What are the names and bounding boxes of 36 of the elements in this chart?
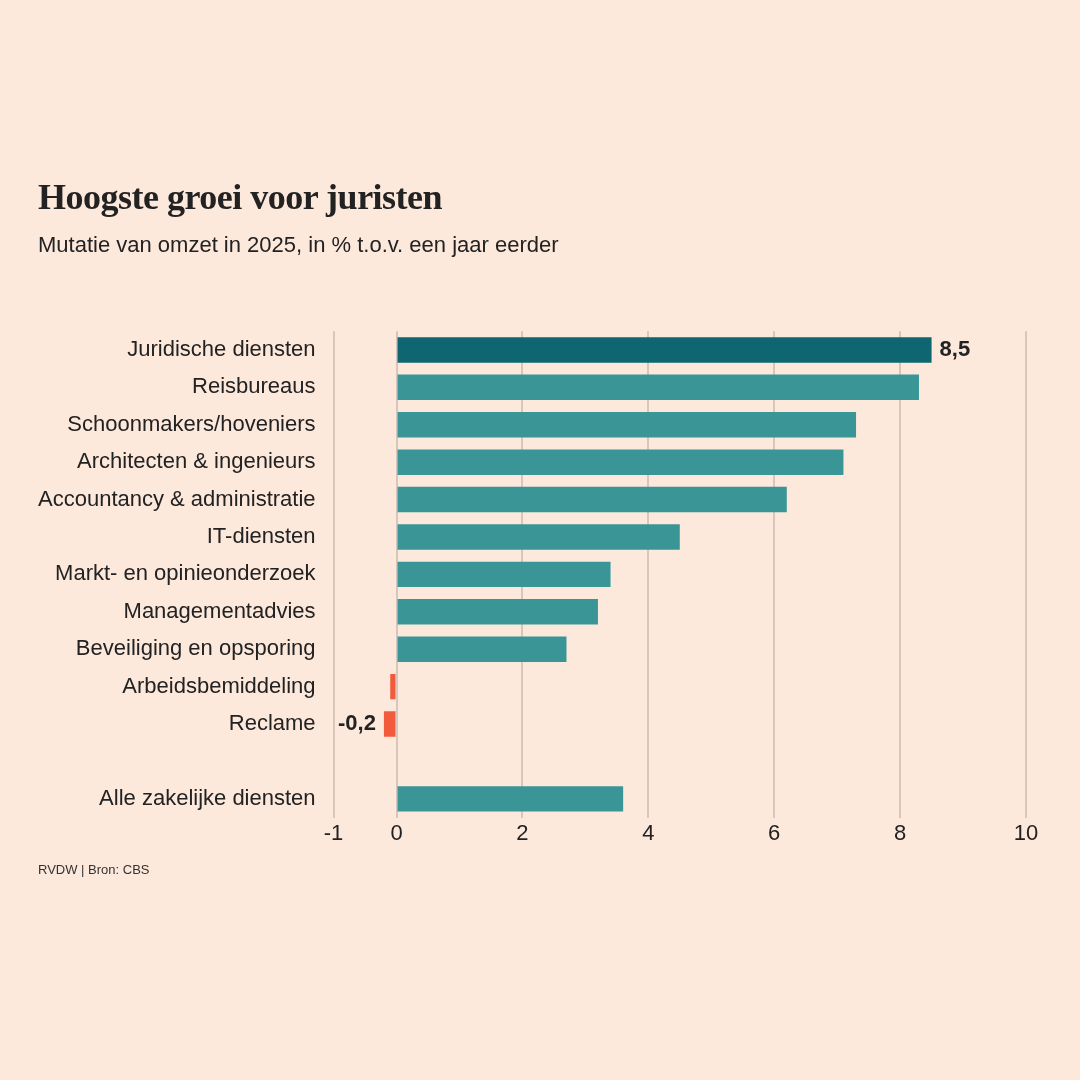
bar [397,374,919,401]
bar [390,673,396,700]
y-tick-label: Managementadvies [123,597,316,623]
y-tick-label: Accountancy & administratie [38,485,316,511]
data-label: -0,2 [338,710,376,736]
chart-title: Hoogste groei voor juristen [38,176,443,218]
bar [397,449,844,475]
y-tick-label: Markt- en opinieonderzoek [55,560,317,586]
y-tick-label: Architecten & ingenieurs [77,448,316,474]
bar [397,412,857,438]
bar [397,524,680,550]
chart-subtitle: Mutatie van omzet in 2025, in % t.o.v. een jaar eerder [38,232,559,258]
bar [397,561,611,588]
y-tick-label: Alle zakelijke diensten [99,784,316,810]
bar [383,711,396,737]
y-tick-label: Reclame [228,710,316,736]
y-tick-label: Juridische diensten [127,335,316,361]
y-tick-label: Beveiliging en opsporing [75,635,316,661]
x-tick-label: 4 [642,819,655,845]
bar [397,486,787,513]
x-tick-label: 8 [893,819,907,845]
bar [397,337,932,363]
bar [397,636,567,662]
y-tick-label: IT-diensten [206,523,316,549]
data-label: 8,5 [939,335,971,361]
bar [397,786,624,812]
x-tick-label: 2 [516,819,529,845]
x-tick-label: 6 [768,819,781,845]
y-tick-label: Arbeidsbemiddeling [122,672,316,698]
x-tick-label: 0 [390,819,403,845]
y-tick-label: Reisbureaus [192,373,316,399]
x-tick-label: -1 [323,819,344,845]
text: RVDW | Bron: CBS [38,862,150,877]
y-tick-label: Schoonmakers/hoveniers [67,410,316,436]
bar [397,599,598,625]
x-tick-label: 10 [1013,819,1039,845]
